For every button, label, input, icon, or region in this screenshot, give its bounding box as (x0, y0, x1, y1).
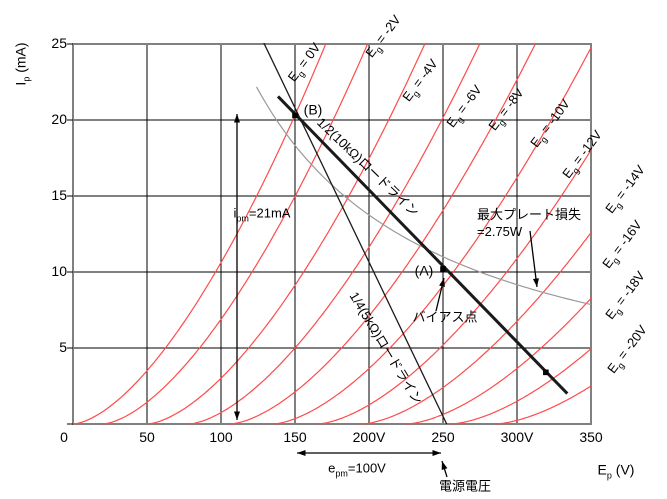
operating-point-a (440, 266, 446, 272)
plate-curve-eg-18 (450, 348, 592, 425)
arrow-head (297, 450, 306, 456)
plate-curve-eg-20 (494, 385, 592, 425)
x-tick-label-50: 50 (139, 429, 155, 445)
max-dissipation-label: 最大プレート損失 =2.75W (477, 206, 581, 240)
x-tick-label-100: 100 (209, 429, 233, 445)
y-tick-label-20: 20 (51, 111, 67, 127)
x-tick-label-300: 300V (500, 429, 534, 445)
plate-curve-eg-14 (361, 232, 592, 425)
bias-point-label: バイアス点 (412, 309, 478, 325)
arrow-head (432, 450, 441, 456)
plate-curve-eg-10 (272, 47, 592, 425)
arrow-head (532, 278, 539, 287)
y-tick-label-5: 5 (59, 339, 67, 355)
plate-curve-eg-16 (406, 297, 592, 425)
arrow-head (234, 411, 240, 420)
point-a-label: (A) (414, 262, 434, 279)
plot-border (72, 43, 592, 425)
arrow-head (234, 114, 240, 123)
x-tick-label-150: 150 (283, 429, 307, 445)
y-axis-title: Ip (mA) (12, 42, 32, 86)
max-dissipation-line1: 最大プレート損失 (477, 207, 582, 222)
plate-curve-eg-8 (229, 43, 537, 425)
x-tick-label-250: 250 (431, 429, 455, 445)
x-tick-label-200: 200V (352, 429, 386, 445)
point-b-label: (B) (303, 101, 323, 118)
y-tick-label-10: 10 (51, 263, 67, 279)
epm-label: epm=100V (328, 460, 386, 479)
max-dissipation-line2: =2.75W (477, 224, 523, 239)
y-tick-label-15: 15 (51, 187, 67, 203)
x-tick-label-0: 0 (60, 429, 68, 445)
x-tick-label-350: 350 (579, 429, 603, 445)
y-tick-label-25: 25 (51, 35, 67, 51)
plate-curve-eg-12 (317, 149, 592, 425)
arrow-head (439, 278, 445, 287)
operating-point-b (292, 112, 298, 119)
max-dissipation-arrow (529, 230, 538, 288)
supply-voltage-label: 電源電圧 (438, 478, 492, 494)
arrow-head (441, 461, 448, 471)
load-line-1 (263, 43, 448, 425)
ipm-label: ipm=21mA (233, 205, 291, 224)
x-axis-title: Ep (V) (597, 461, 635, 481)
operating-point (543, 369, 549, 376)
plate-curve-eg0 (72, 43, 327, 425)
plate-curve-eg-2 (102, 43, 369, 425)
load-line-0 (276, 95, 569, 395)
plate-curve-eg-4 (146, 43, 426, 425)
plate-curve-eg-6 (188, 43, 481, 425)
